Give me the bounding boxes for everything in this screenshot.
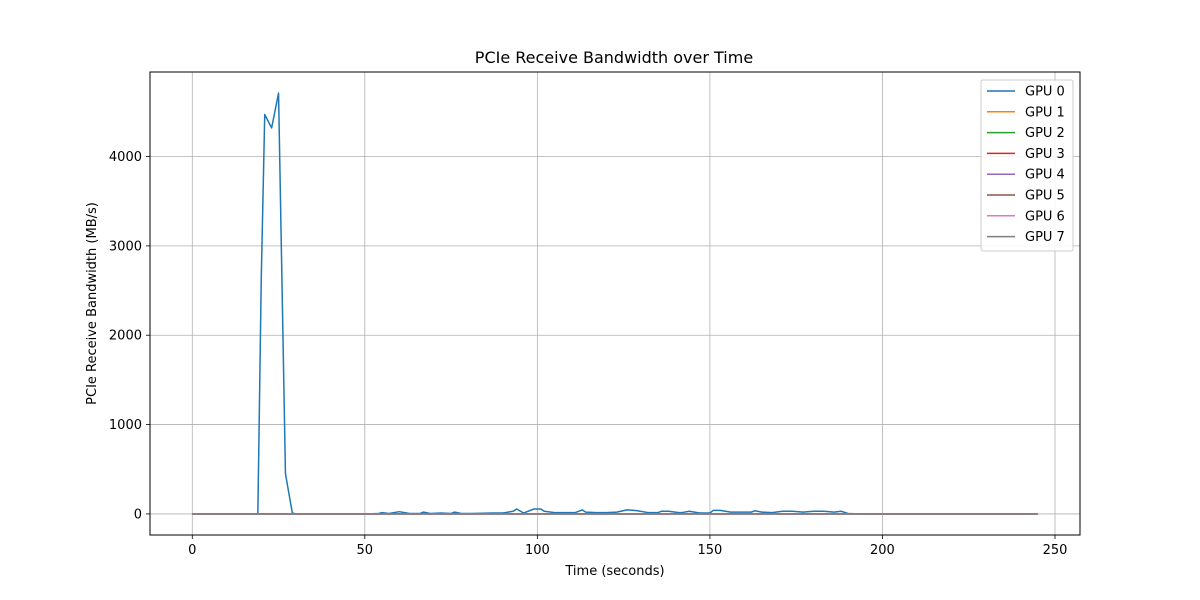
series-lines <box>192 92 1038 515</box>
x-axis-label: Time (seconds) <box>564 564 664 579</box>
legend-entry-label: GPU 0 <box>1025 85 1065 100</box>
legend-box <box>980 79 1074 252</box>
x-tick-label: 50 <box>357 543 374 558</box>
legend-entry-label: GPU 2 <box>1025 126 1065 141</box>
chart-title: PCIe Receive Bandwidth over Time <box>475 48 753 67</box>
legend: GPU 0 GPU 1 GPU 2 GPU 3 GPU 4 GPU 5 GPU 6 GPU 7 <box>980 79 1074 252</box>
x-tick-label: 0 <box>188 543 196 558</box>
y-axis-label: PCIe Receive Bandwidth (MB/s) <box>85 202 100 405</box>
x-tick-label: 100 <box>525 543 550 558</box>
plot-area-frame <box>149 71 1081 536</box>
legend-entry-label: GPU 1 <box>1025 105 1065 120</box>
x-axis-ticks: 0 50 100 150 200 250 <box>188 535 1067 558</box>
y-tick-label: 1000 <box>109 418 142 433</box>
legend-entry-label: GPU 5 <box>1025 189 1065 204</box>
y-tick-label: 0 <box>134 507 142 522</box>
y-tick-label: 4000 <box>109 150 142 165</box>
y-tick-label: 3000 <box>109 239 142 254</box>
y-axis-ticks: 0 1000 2000 3000 4000 <box>109 150 150 522</box>
x-tick-label: 150 <box>697 543 722 558</box>
legend-entry-label: GPU 7 <box>1025 230 1065 245</box>
legend-entry-label: GPU 3 <box>1025 147 1065 162</box>
legend-entry-label: GPU 6 <box>1025 209 1065 224</box>
y-tick-label: 2000 <box>109 329 142 344</box>
legend-entry-label: GPU 4 <box>1025 168 1065 183</box>
x-tick-label: 250 <box>1043 543 1068 558</box>
x-tick-label: 200 <box>870 543 895 558</box>
